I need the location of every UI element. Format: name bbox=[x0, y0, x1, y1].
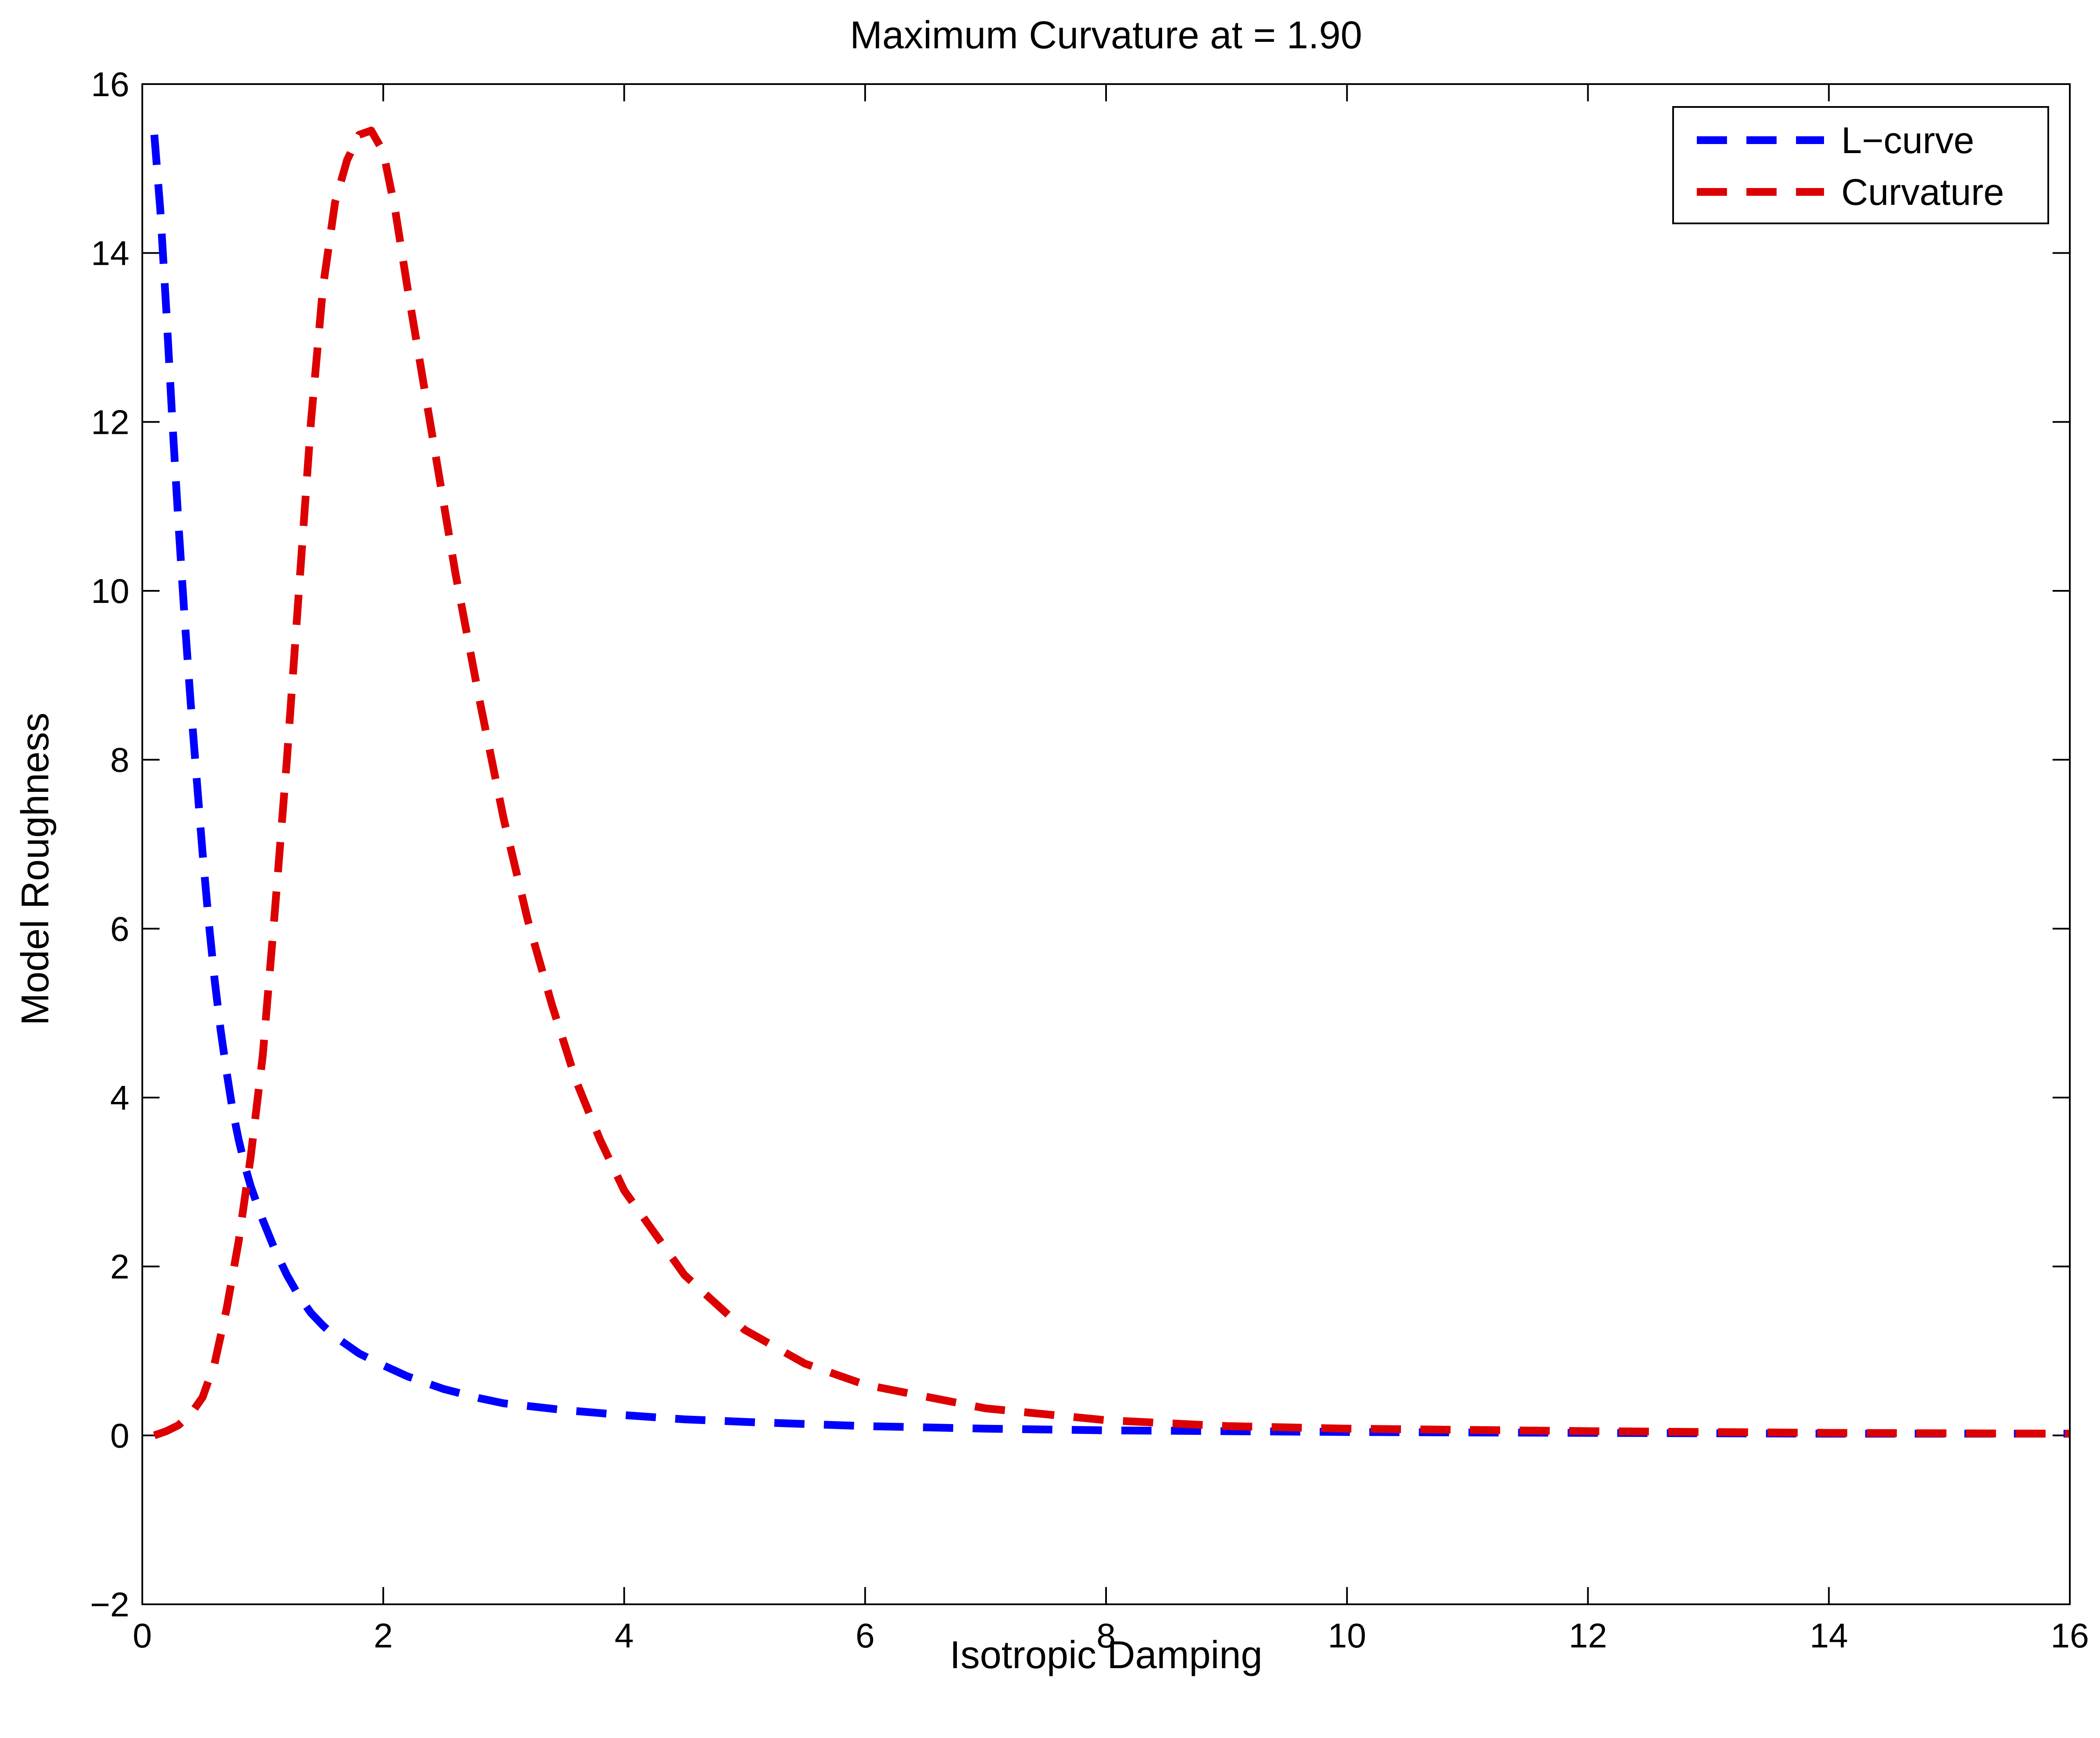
chart-title: Maximum Curvature at = 1.90 bbox=[850, 14, 1362, 57]
x-tick-label: 8 bbox=[1097, 1616, 1116, 1655]
series-line-curvature bbox=[153, 126, 2070, 1439]
x-tick-label: 12 bbox=[1569, 1616, 1607, 1655]
legend-box bbox=[1672, 106, 2049, 224]
y-tick-label: 10 bbox=[91, 572, 129, 610]
x-tick-label: 2 bbox=[374, 1616, 393, 1655]
y-tick-label: 16 bbox=[91, 65, 129, 104]
y-axis-label: Model Roughness bbox=[14, 712, 57, 1025]
y-tick-label: 0 bbox=[110, 1416, 130, 1455]
series-line-l-curve bbox=[150, 134, 2070, 1438]
plot-frame bbox=[141, 83, 2071, 1605]
y-tick-label: 14 bbox=[91, 234, 129, 273]
y-tick-label: 8 bbox=[110, 741, 130, 779]
y-tick-label: 12 bbox=[91, 403, 129, 441]
y-tick-label: 2 bbox=[110, 1248, 130, 1286]
y-tick-label: 4 bbox=[110, 1079, 130, 1117]
x-axis-label: Isotropic Damping bbox=[950, 1634, 1262, 1677]
x-tick-label: 6 bbox=[856, 1616, 875, 1655]
legend: L−curve Curvature bbox=[1672, 106, 2049, 224]
plot-lines bbox=[150, 126, 2070, 1439]
y-tick-label: 6 bbox=[110, 910, 130, 948]
legend-label-curvature: Curvature bbox=[1841, 172, 2004, 213]
x-tick-label: 0 bbox=[133, 1616, 152, 1655]
x-tick-label: 4 bbox=[614, 1616, 634, 1655]
y-tick-label: −2 bbox=[90, 1585, 129, 1624]
x-tick-label: 14 bbox=[1810, 1616, 1848, 1655]
legend-label-l-curve: L−curve bbox=[1841, 120, 1974, 161]
x-tick-label: 10 bbox=[1328, 1616, 1366, 1655]
x-tick-label: 16 bbox=[2051, 1616, 2089, 1655]
